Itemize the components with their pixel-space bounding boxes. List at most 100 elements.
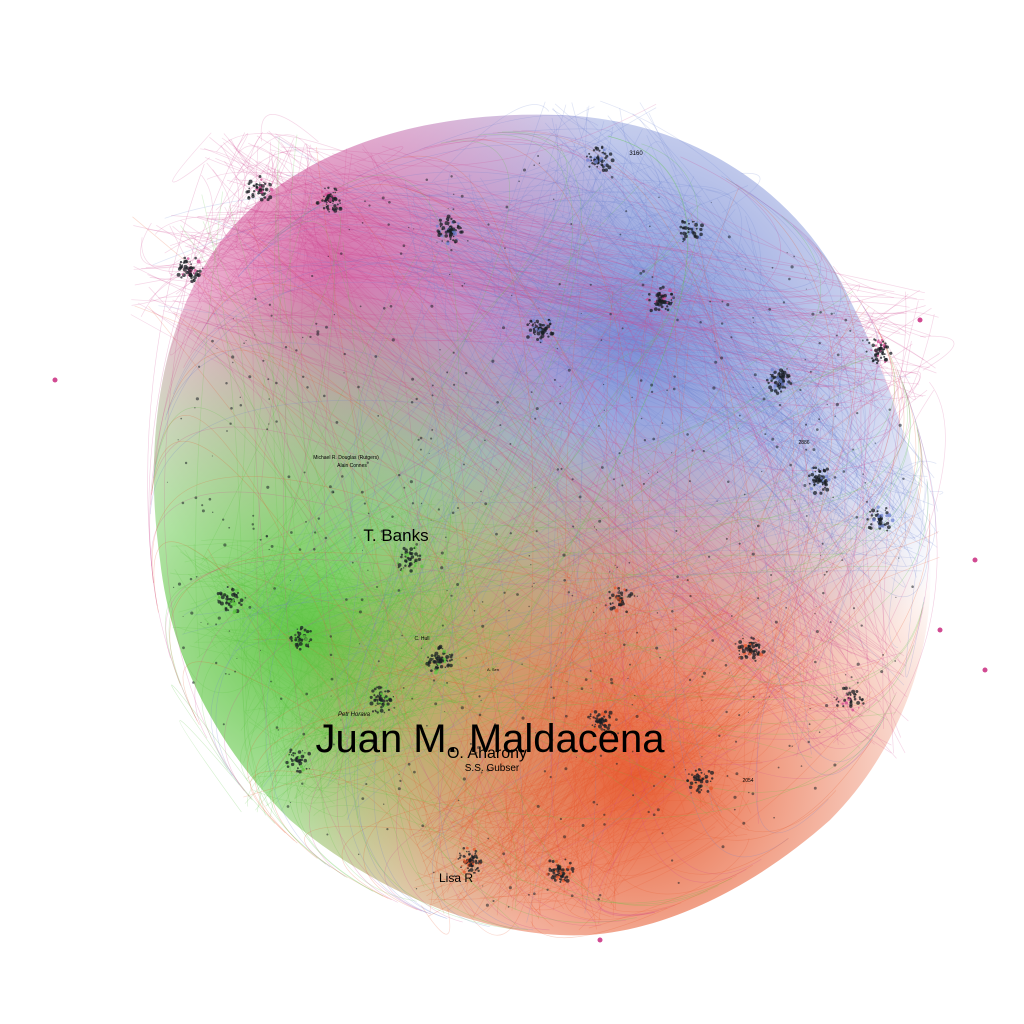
network-edge [309,384,891,877]
network-edge [275,252,438,625]
network-edge [486,721,741,820]
network-node [590,710,594,714]
network-edge [199,563,415,758]
network-edge [203,618,350,701]
network-edge [301,573,444,813]
network-edge [703,349,875,745]
network-node [428,452,430,455]
network-node [860,698,864,702]
network-node [326,201,328,204]
network-node [603,409,605,411]
network-edge [315,635,339,762]
network-edge [351,201,746,643]
network-edge [141,225,289,269]
network-node [444,710,446,713]
network-edge [499,593,601,830]
network-edge [798,346,930,544]
network-edge [180,650,281,694]
network-edge [318,219,602,323]
network-node [438,230,441,233]
network-node [189,266,193,270]
network-edge [480,177,742,702]
network-edge [628,555,714,707]
network-edge [417,342,599,651]
network-node [388,697,392,702]
network-edge [238,145,315,206]
label-hull: C. Hull [414,636,429,642]
network-edge [299,243,822,755]
network-edge [371,197,925,294]
network-node [398,473,401,477]
network-node [452,235,455,238]
network-edge [425,752,707,839]
network-edge [560,155,609,335]
network-node [260,178,263,181]
network-edge [529,837,578,879]
network-node [898,423,902,427]
network-node [596,720,600,724]
network-node [179,266,183,270]
network-edge [725,410,838,548]
network-node [754,659,757,662]
network-edge [456,647,708,887]
network-edge [189,245,229,305]
network-edge [270,148,312,213]
network-edge [263,589,318,611]
network-node [602,165,605,169]
network-edge [169,225,596,923]
network-edge [830,314,935,490]
network-edge [880,381,946,642]
network-node [468,863,472,868]
network-edge [622,152,648,265]
network-edge [255,161,814,738]
network-edge [170,135,487,246]
network-edge [607,719,673,794]
network-node [255,186,258,189]
network-edge [294,666,497,799]
network-edge [371,520,453,653]
network-edge [312,602,422,670]
network-node [477,869,480,873]
network-edge [812,392,904,683]
network-edge [222,543,463,612]
network-node [856,701,860,705]
network-edge [497,204,606,277]
network-node [699,227,703,232]
network-node [298,770,302,774]
network-node [323,394,326,398]
network-edge [616,684,789,780]
network-edge [735,300,864,630]
network-edge [452,675,757,862]
network-node [815,629,819,634]
network-node [287,631,291,635]
network-edge [248,220,653,249]
network-node [292,752,295,755]
network-edge [384,652,903,915]
network-edge [319,684,441,745]
network-edge [568,628,708,665]
network-edge [130,314,888,667]
network-node [366,461,369,464]
network-edge [172,132,212,183]
network-node [597,937,603,943]
network-node [656,299,660,303]
network-edge [351,210,449,545]
node-layer [52,145,988,943]
network-node [789,382,793,385]
network-edge [178,548,274,613]
network-node [618,602,623,607]
network-node [290,762,295,767]
network-edge [735,265,833,543]
network-node [603,723,607,727]
network-edge [565,728,602,769]
network-node [417,438,420,441]
network-node [528,322,531,325]
network-node [447,228,449,230]
network-node [468,869,471,871]
network-node [652,437,656,441]
network-node [714,360,718,364]
network-edge [310,695,343,792]
network-edge [381,145,649,327]
network-edge [538,704,693,920]
network-node [484,502,488,506]
